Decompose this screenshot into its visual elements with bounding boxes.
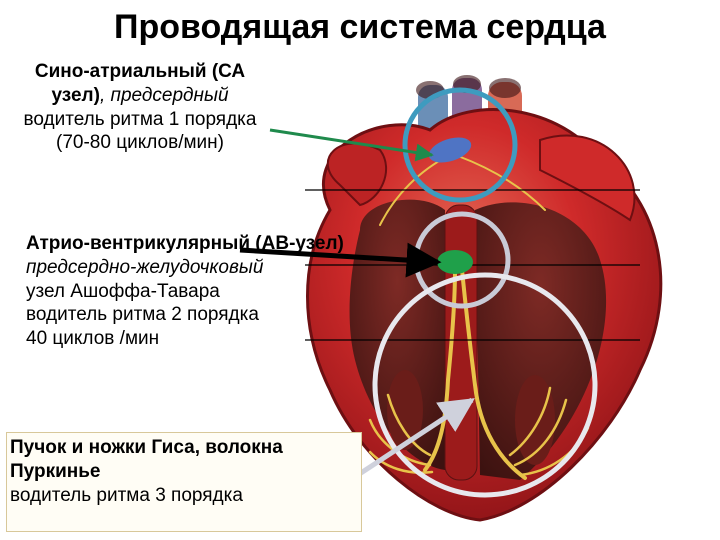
node-av xyxy=(437,250,473,274)
label-his-bold: Пучок и ножки Гиса, волокна Пуркинье xyxy=(10,437,283,482)
label-sa-italic: , предсердный xyxy=(100,85,229,106)
label-his: Пучок и ножки Гиса, волокна Пуркинье вод… xyxy=(10,436,360,507)
label-sa-l2: (70-80 циклов/мин) xyxy=(56,132,224,153)
diagram-root: { "canvas": {"w":720,"h":540,"bg":"#ffff… xyxy=(0,0,720,540)
label-av-italic: предсердно-желудочковый xyxy=(26,257,263,278)
label-his-plain: водитель ритма 3 порядка xyxy=(10,485,243,506)
label-av-l2: водитель ритма 2 порядка xyxy=(26,304,259,325)
label-av: Атрио-вентрикулярный (АВ-узел) предсердн… xyxy=(26,232,346,351)
label-av-bold: Атрио-вентрикулярный (АВ-узел) xyxy=(26,233,344,254)
label-sa: Сино-атриальный (СА узел), предсердный в… xyxy=(20,60,260,155)
label-sa-l1: водитель ритма 1 порядка xyxy=(24,109,257,130)
label-av-l3: 40 циклов /мин xyxy=(26,328,159,349)
label-av-l1: узел Ашоффа-Тавара xyxy=(26,281,220,302)
